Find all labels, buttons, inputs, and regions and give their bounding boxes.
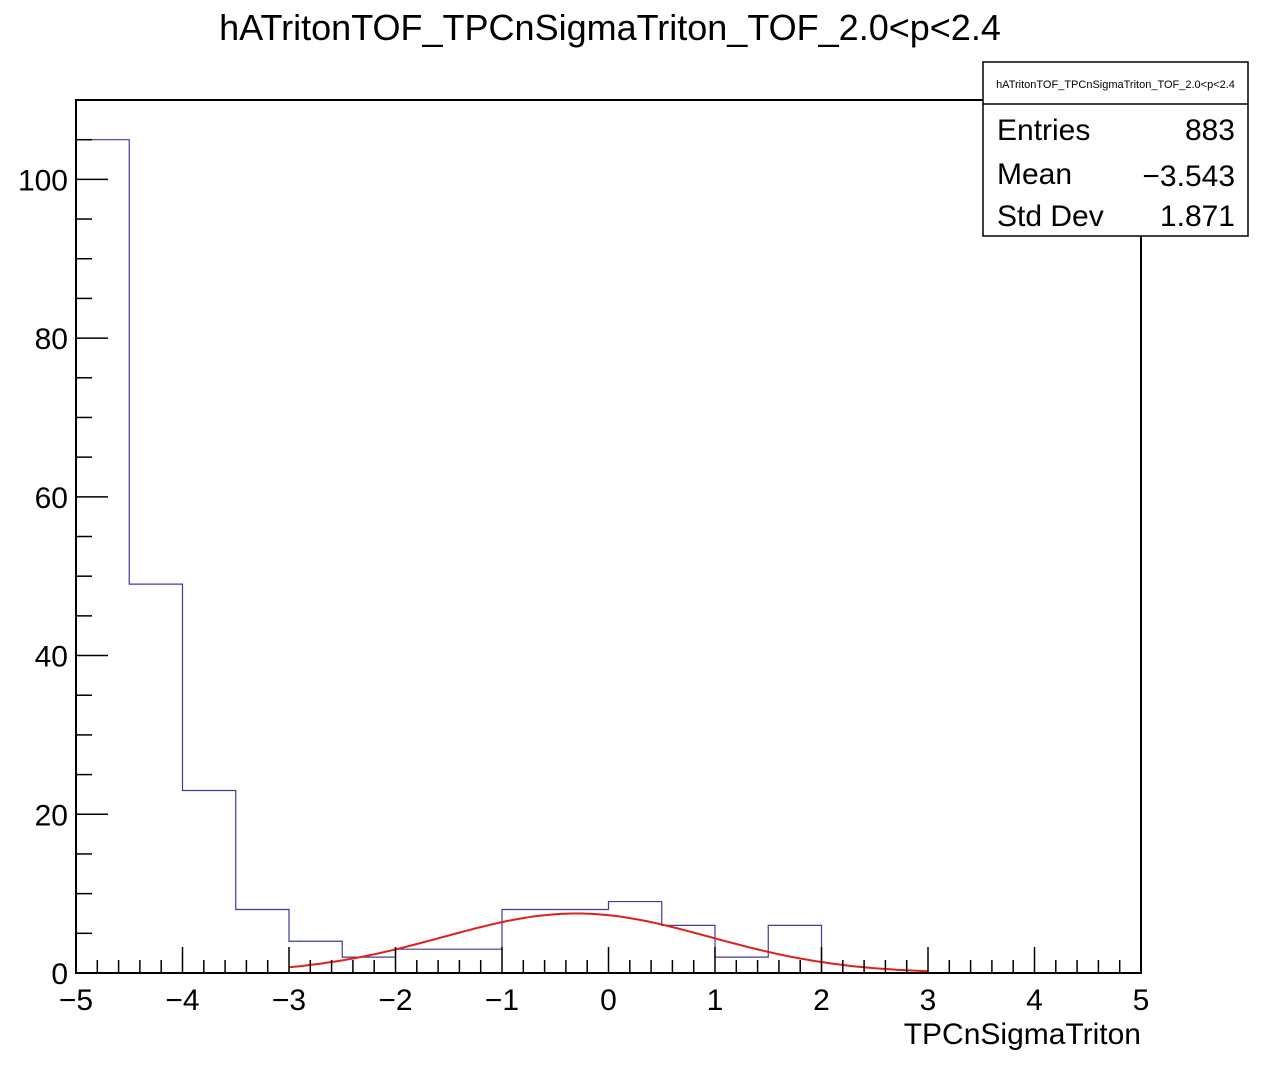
histogram-bin-13	[768, 925, 821, 973]
stats-box-title: hATritonTOF_TPCnSigmaTriton_TOF_2.0<p<2.…	[996, 79, 1235, 91]
histogram-bin-7	[449, 949, 502, 973]
stats-stddev-value: 1.871	[1160, 200, 1235, 233]
x-tick-label: 3	[920, 984, 937, 1017]
x-axis-ticks: −5 −4 −3 −2 −1 0 1 2 3 4 5	[59, 947, 1149, 1017]
x-tick-label: −1	[485, 984, 519, 1017]
histogram-bin-2	[183, 790, 236, 973]
x-tick-label: 0	[600, 984, 617, 1017]
x-tick-label: 5	[1133, 984, 1150, 1017]
histogram-bin-9	[555, 910, 608, 973]
stats-box: hATritonTOF_TPCnSigmaTriton_TOF_2.0<p<2.…	[982, 61, 1249, 237]
stats-stddev-label: Std Dev	[997, 200, 1104, 233]
x-tick-label: 4	[1026, 984, 1043, 1017]
histogram-bin-4	[289, 941, 342, 973]
histogram-bin-8	[502, 910, 555, 973]
y-axis-ticks: 0 20 40 60 80 100	[18, 99, 108, 991]
histogram-bin-6	[396, 949, 449, 973]
stats-entries-label: Entries	[997, 114, 1090, 147]
x-tick-label: −4	[165, 984, 199, 1017]
x-axis-label: TPCnSigmaTriton	[904, 1018, 1141, 1051]
histogram-bin-10	[609, 902, 662, 973]
x-tick-label: −2	[378, 984, 412, 1017]
histogram-outline	[76, 139, 1141, 974]
y-tick-label: 80	[35, 323, 68, 356]
y-tick-label: 40	[35, 641, 68, 674]
stats-mean-label: Mean	[997, 158, 1072, 191]
stats-mean-value: −3.543	[1142, 160, 1235, 193]
chart-title: hATritonTOF_TPCnSigmaTriton_TOF_2.0<p<2.…	[219, 7, 1001, 48]
x-tick-label: −5	[59, 984, 93, 1017]
y-tick-label: 20	[35, 799, 68, 832]
y-tick-label: 60	[35, 482, 68, 515]
histogram-bin-11	[662, 925, 715, 973]
x-tick-label: −3	[272, 984, 306, 1017]
y-tick-label: 0	[51, 958, 68, 991]
stats-entries-value: 883	[1185, 114, 1235, 147]
y-tick-label: 100	[18, 164, 68, 197]
histogram-bin-1	[129, 584, 182, 973]
histogram-bin-0	[76, 140, 129, 973]
histogram-bin-3	[236, 910, 289, 973]
x-tick-label: 2	[813, 984, 830, 1017]
x-tick-label: 1	[707, 984, 724, 1017]
histogram-bin-12	[715, 957, 768, 973]
histogram-bars	[76, 140, 822, 973]
